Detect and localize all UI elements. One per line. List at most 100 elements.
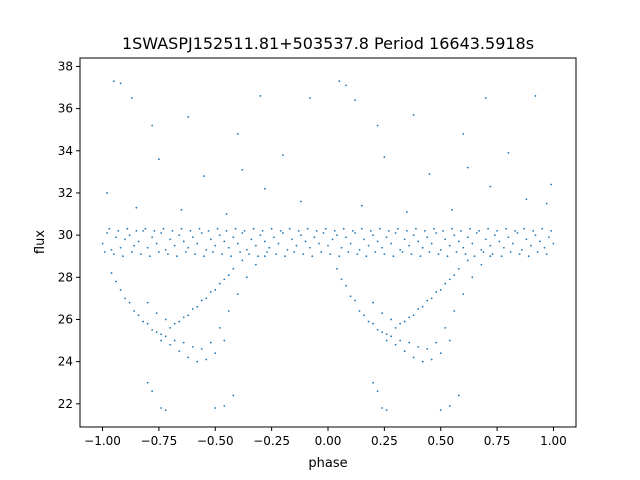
scatter-points bbox=[101, 80, 555, 412]
y-tick-label: 30 bbox=[58, 228, 73, 242]
data-point bbox=[245, 248, 248, 251]
data-point bbox=[277, 242, 280, 245]
data-point bbox=[178, 350, 181, 352]
data-point bbox=[338, 80, 341, 83]
data-point bbox=[173, 244, 176, 247]
x-tick-label: −1.00 bbox=[84, 434, 121, 448]
data-point bbox=[230, 255, 232, 258]
data-point bbox=[236, 293, 239, 296]
data-point bbox=[489, 185, 492, 188]
data-point bbox=[342, 227, 345, 230]
data-point bbox=[338, 255, 341, 258]
data-point bbox=[548, 236, 550, 239]
data-point bbox=[200, 299, 203, 302]
data-point bbox=[435, 291, 438, 293]
data-point bbox=[133, 310, 136, 312]
data-point bbox=[534, 95, 537, 97]
data-point bbox=[347, 251, 350, 253]
data-point bbox=[108, 227, 111, 230]
data-point bbox=[234, 227, 237, 230]
data-point bbox=[381, 331, 384, 334]
data-point bbox=[205, 297, 208, 300]
data-point bbox=[300, 200, 302, 203]
data-point bbox=[221, 253, 223, 256]
chart-title: 1SWASPJ152511.81+503537.8 Period 16643.5… bbox=[122, 34, 534, 53]
data-point bbox=[349, 295, 352, 298]
data-point bbox=[360, 227, 363, 230]
data-point bbox=[367, 320, 370, 323]
data-point bbox=[466, 166, 469, 169]
data-point bbox=[182, 240, 185, 243]
data-point bbox=[151, 329, 154, 331]
data-point bbox=[502, 246, 505, 249]
data-point bbox=[189, 230, 192, 232]
data-point bbox=[187, 116, 190, 118]
data-point bbox=[439, 289, 442, 291]
data-point bbox=[430, 242, 433, 245]
data-point bbox=[126, 227, 129, 230]
data-point bbox=[223, 240, 226, 243]
data-point bbox=[545, 202, 548, 205]
data-point bbox=[169, 343, 172, 346]
x-tick-label: 0.25 bbox=[371, 434, 398, 448]
data-point bbox=[412, 234, 415, 237]
data-point bbox=[336, 267, 338, 270]
data-point bbox=[300, 234, 302, 237]
data-point bbox=[322, 232, 325, 234]
data-point bbox=[453, 234, 456, 237]
data-point bbox=[241, 259, 244, 262]
data-point bbox=[200, 348, 203, 350]
data-point bbox=[403, 238, 406, 241]
data-point bbox=[358, 248, 361, 251]
x-tick-label: −0.75 bbox=[141, 434, 178, 448]
y-tick-label: 38 bbox=[58, 59, 73, 73]
data-point bbox=[288, 227, 291, 230]
data-point bbox=[119, 82, 122, 85]
data-point bbox=[469, 227, 471, 230]
data-point bbox=[457, 267, 460, 270]
data-point bbox=[304, 240, 307, 243]
data-point bbox=[137, 240, 140, 243]
data-point bbox=[209, 291, 212, 293]
x-axis-label: phase bbox=[308, 456, 347, 471]
data-point bbox=[444, 327, 447, 329]
data-point bbox=[133, 244, 136, 247]
data-point bbox=[417, 345, 420, 348]
data-point bbox=[509, 251, 512, 253]
data-point bbox=[146, 381, 149, 384]
data-point bbox=[144, 227, 147, 230]
data-point bbox=[345, 236, 347, 239]
data-point bbox=[153, 230, 156, 232]
data-point bbox=[439, 409, 442, 412]
data-point bbox=[433, 227, 435, 230]
data-point bbox=[151, 124, 154, 127]
data-point bbox=[160, 339, 163, 342]
data-point bbox=[254, 263, 257, 266]
data-point bbox=[496, 230, 498, 232]
data-point bbox=[324, 227, 327, 230]
data-point bbox=[457, 394, 460, 397]
data-point bbox=[482, 251, 485, 253]
data-point bbox=[331, 238, 334, 241]
data-point bbox=[162, 227, 165, 230]
data-point bbox=[437, 253, 440, 256]
data-point bbox=[430, 358, 433, 361]
data-point bbox=[178, 234, 181, 237]
data-point bbox=[406, 211, 408, 213]
data-point bbox=[376, 124, 379, 127]
data-point bbox=[119, 246, 122, 249]
data-point bbox=[394, 343, 397, 346]
data-point bbox=[403, 350, 406, 352]
data-point bbox=[164, 335, 167, 338]
data-point bbox=[282, 232, 284, 234]
data-point bbox=[412, 114, 415, 116]
data-point bbox=[421, 246, 424, 249]
data-point bbox=[448, 405, 451, 407]
data-point bbox=[191, 236, 194, 239]
data-point bbox=[223, 405, 226, 407]
data-point bbox=[151, 236, 154, 239]
data-point bbox=[212, 251, 214, 253]
data-point bbox=[164, 248, 167, 251]
data-point bbox=[284, 255, 287, 258]
data-point bbox=[182, 316, 185, 319]
